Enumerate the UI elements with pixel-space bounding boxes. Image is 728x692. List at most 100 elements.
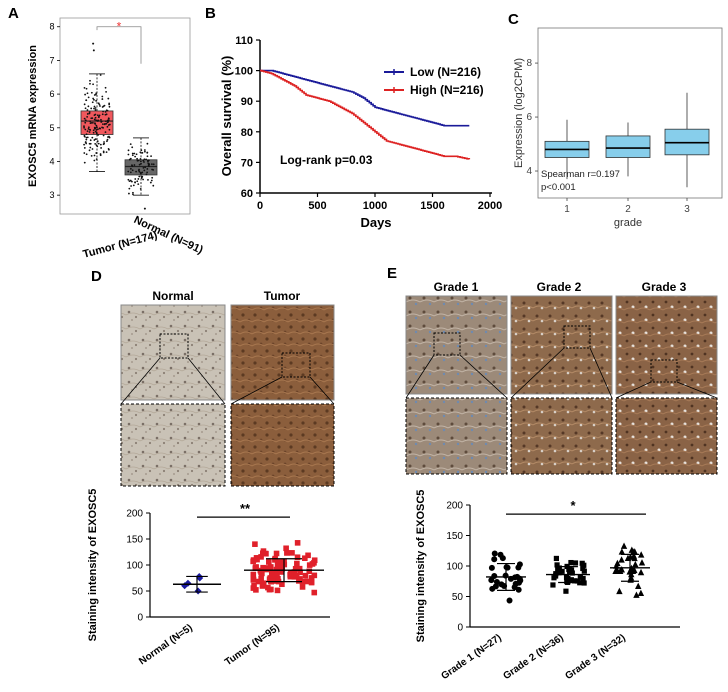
chart-a-point	[89, 142, 92, 145]
chart-b-ytick-label: 60	[241, 188, 253, 200]
chart-e-point	[553, 555, 559, 562]
chart-a-point	[94, 107, 97, 109]
chart-d-point	[274, 570, 280, 577]
chart-a-point	[142, 159, 145, 162]
chart-a-point	[140, 162, 142, 165]
chart-a-ytick-label: 6	[49, 89, 54, 99]
chart-a-point	[83, 103, 86, 106]
chart-b-series-low	[260, 69, 470, 127]
chart-d-point	[306, 562, 313, 568]
chart-e-point	[581, 562, 587, 568]
chart-e-point	[511, 584, 518, 591]
chart-a-point	[134, 178, 137, 180]
chart-a-ytick-label: 3	[49, 190, 54, 200]
chart-a-point	[93, 98, 95, 101]
micro-e-label-grade2: Grade 2	[537, 280, 582, 294]
chart-a-point	[83, 143, 85, 146]
chart-a-point	[97, 142, 100, 145]
chart-a-point	[128, 187, 131, 190]
chart-a-point	[139, 157, 142, 160]
chart-e-point	[506, 597, 513, 604]
chart-a-point	[133, 152, 136, 155]
chart-e-point	[637, 589, 645, 597]
panel-label-a: A	[8, 5, 19, 22]
micro-e-zoomline	[676, 381, 718, 399]
chart-c-ylabel: Expression (log2CPM)	[513, 58, 525, 168]
chart-a-point	[104, 86, 107, 89]
chart-e-point	[568, 559, 574, 566]
chart-e-point	[631, 548, 638, 555]
chart-a-point	[95, 124, 98, 127]
chart-d-point	[296, 565, 303, 572]
chart-a-point	[99, 143, 102, 146]
chart-d-point	[291, 569, 298, 575]
chart-a-point	[91, 121, 94, 124]
chart-a-point	[143, 207, 146, 210]
chart-e-ytick-label: 150	[446, 531, 463, 542]
chart-e-point	[515, 564, 522, 571]
chart-e-point	[491, 550, 498, 557]
chart-a-point	[84, 107, 87, 110]
chart-d-point	[274, 587, 281, 594]
chart-a-point	[142, 166, 145, 169]
chart-a-frame	[59, 17, 191, 215]
chart-a-point	[85, 99, 88, 102]
chart-a-point	[143, 161, 145, 163]
chart-a-point	[86, 130, 89, 132]
chart-a-point	[128, 180, 131, 183]
chart-a-point	[138, 170, 141, 173]
micro-d-label-normal: Normal	[152, 289, 193, 303]
chart-a-point	[102, 134, 105, 137]
chart-a-point	[91, 136, 94, 139]
chart-e-point	[581, 580, 587, 586]
chart-a-point	[149, 181, 152, 184]
chart-a-point	[89, 146, 92, 149]
chart-a-point	[102, 105, 105, 108]
chart-c-annotation-p: p<0.001	[541, 182, 576, 193]
chart-e-ytick-label: 50	[452, 592, 464, 603]
chart-b-ytick-label: 70	[241, 157, 253, 169]
chart-e-point	[551, 575, 557, 581]
micro-e-grade2-zoom	[510, 397, 613, 475]
micro-e-label-grade1: Grade 1	[434, 280, 479, 294]
chart-b-series-high	[260, 69, 471, 160]
chart-d-point	[260, 580, 267, 587]
chart-a-point	[128, 158, 131, 161]
chart-a-point	[138, 175, 141, 178]
chart-e-point	[618, 566, 625, 573]
chart-d-point	[292, 565, 299, 572]
chart-e-xtick-label: Grade 2 (N=36)	[501, 632, 565, 682]
chart-b-legend-label: Low (N=216)	[410, 65, 481, 79]
chart-d-point	[305, 552, 311, 559]
chart-a-point	[104, 131, 107, 134]
chart-a-point	[88, 149, 91, 152]
chart-e-point	[571, 578, 578, 584]
chart-a-point	[89, 122, 92, 125]
micro-d-normal-roi	[159, 333, 189, 359]
chart-a-point	[145, 158, 148, 161]
chart-d-point	[289, 550, 295, 556]
chart-d-point	[302, 555, 308, 562]
chart-e-point	[628, 546, 636, 553]
chart-d-point	[255, 578, 262, 585]
chart-a-point	[83, 134, 86, 137]
chart-a-point	[107, 136, 109, 138]
chart-a-point	[89, 82, 91, 85]
micro-e-grade3-roi	[650, 359, 678, 383]
chart-a-point	[131, 165, 134, 167]
chart-a-point	[95, 93, 97, 96]
chart-a-ytick-label: 4	[49, 156, 54, 166]
chart-a-point	[86, 116, 89, 118]
chart-a-point	[152, 163, 155, 166]
chart-e-point	[493, 579, 500, 586]
chart-a-point	[106, 140, 108, 143]
chart-d-point	[184, 579, 192, 587]
chart-a-point	[151, 163, 153, 166]
chart-e-ylabel: Staining intensity of EXOSC5	[415, 490, 427, 643]
chart-d-significance: **	[240, 501, 251, 516]
chart-a-point	[93, 118, 96, 121]
chart-a-point	[95, 99, 97, 102]
chart-e-point	[568, 577, 574, 583]
chart-a-point	[105, 90, 107, 93]
chart-a-point	[148, 165, 150, 167]
